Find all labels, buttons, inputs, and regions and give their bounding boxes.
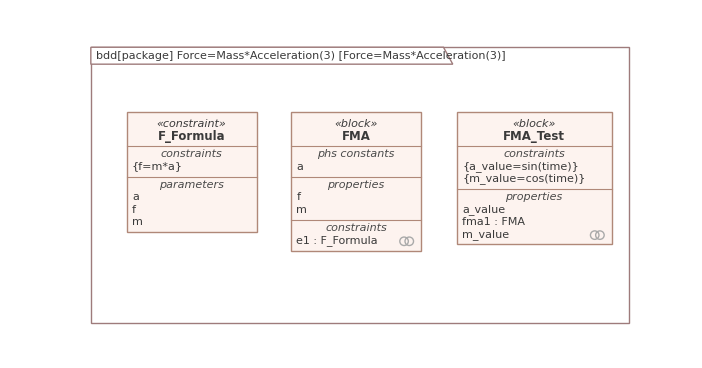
Text: constraints: constraints [161, 149, 223, 159]
Bar [291, 112, 421, 251]
Text: parameters: parameters [159, 180, 224, 190]
Text: m: m [132, 217, 143, 227]
Text: m: m [296, 205, 307, 215]
Text: m_value: m_value [462, 229, 509, 240]
Text: a: a [296, 162, 303, 171]
Text: «constraint»: «constraint» [157, 119, 227, 129]
Text: FMA: FMA [341, 130, 371, 143]
Text: constraints: constraints [325, 223, 387, 233]
Text: «block»: «block» [512, 119, 556, 129]
Text: bdd[package] Force=Mass*Acceleration(3) [Force=Mass*Acceleration(3)]: bdd[package] Force=Mass*Acceleration(3) … [95, 51, 505, 61]
Text: f: f [132, 205, 136, 215]
Bar [456, 112, 611, 244]
Text: {m_value=cos(time)}: {m_value=cos(time)} [462, 173, 585, 184]
Text: e1 : F_Formula: e1 : F_Formula [296, 235, 378, 246]
Polygon shape [91, 47, 453, 64]
Text: a: a [132, 192, 139, 202]
Text: {a_value=sin(time)}: {a_value=sin(time)} [462, 161, 579, 172]
Text: F_Formula: F_Formula [158, 130, 225, 143]
Text: constraints: constraints [503, 149, 565, 159]
Text: properties: properties [327, 180, 385, 190]
Text: a_value: a_value [462, 204, 505, 215]
Text: «block»: «block» [334, 119, 378, 129]
Text: FMA_Test: FMA_Test [503, 130, 565, 143]
Bar [126, 112, 257, 232]
Text: phs constants: phs constants [317, 149, 395, 159]
Text: fma1 : FMA: fma1 : FMA [462, 217, 525, 227]
Text: properties: properties [505, 192, 563, 202]
Text: f: f [296, 192, 300, 202]
Text: {f=m*a}: {f=m*a} [132, 162, 183, 171]
